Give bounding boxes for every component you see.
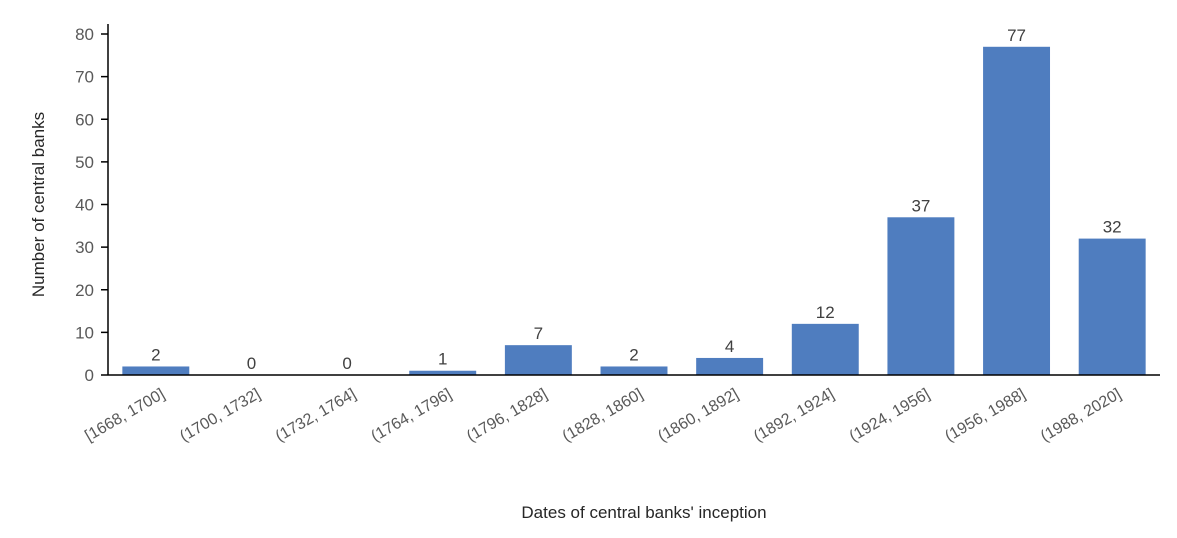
- y-tick-label: 20: [75, 281, 94, 300]
- y-tick-label: 40: [75, 196, 94, 215]
- data-labels-layer: 2 0 0 1 7 2 4 12 37 77 32: [151, 26, 1122, 373]
- y-ticks-layer: 0 10 20 30 40 50 60 70 80: [75, 25, 108, 385]
- bar: [1078, 238, 1146, 375]
- bar-value-label: 32: [1103, 218, 1122, 237]
- bar: [696, 357, 764, 375]
- y-tick-label: 0: [85, 366, 94, 385]
- bar-value-label: 7: [534, 324, 543, 343]
- y-tick-label: 60: [75, 110, 94, 129]
- x-category-label: (1924, 1956]: [847, 386, 933, 446]
- bar: [983, 46, 1051, 375]
- x-axis-title: Dates of central banks' inception: [521, 503, 766, 522]
- x-category-label: (1988, 2020]: [1038, 386, 1124, 446]
- y-tick-label: 30: [75, 238, 94, 257]
- bar-value-label: 2: [151, 345, 160, 364]
- x-category-label: (1764, 1796]: [368, 386, 454, 446]
- y-tick-label: 80: [75, 25, 94, 44]
- bar-value-label: 0: [342, 354, 351, 373]
- bar: [122, 366, 190, 375]
- axes-layer: [107, 24, 1160, 376]
- y-tick-label: 70: [75, 68, 94, 87]
- x-category-label: [1668, 1700]: [82, 386, 168, 445]
- bar: [600, 366, 668, 375]
- bar: [791, 323, 859, 375]
- x-category-label: (1732, 1764]: [273, 386, 359, 446]
- bar-value-label: 1: [438, 350, 447, 369]
- bar-value-label: 2: [629, 345, 638, 364]
- bars-layer: [122, 46, 1146, 375]
- bar: [409, 370, 477, 375]
- x-category-label: (1956, 1988]: [942, 386, 1028, 446]
- x-category-label: (1828, 1860]: [560, 386, 646, 446]
- x-category-label: (1860, 1892]: [655, 386, 741, 446]
- bar-value-label: 12: [816, 303, 835, 322]
- y-tick-label: 50: [75, 153, 94, 172]
- bar-value-label: 77: [1007, 26, 1026, 45]
- x-category-label: (1700, 1732]: [177, 386, 263, 446]
- x-ticks-layer: [1668, 1700] (1700, 1732] (1732, 1764] (176…: [82, 386, 1124, 446]
- y-tick-label: 10: [75, 323, 94, 342]
- x-category-label: (1796, 1828]: [464, 386, 550, 446]
- bar-value-label: 0: [247, 354, 256, 373]
- bar-value-label: 4: [725, 337, 734, 356]
- x-category-label: (1892, 1924]: [751, 386, 837, 446]
- bar: [887, 217, 955, 375]
- y-axis-title: Number of central banks: [29, 112, 48, 297]
- bar: [504, 345, 572, 375]
- bar-value-label: 37: [911, 196, 930, 215]
